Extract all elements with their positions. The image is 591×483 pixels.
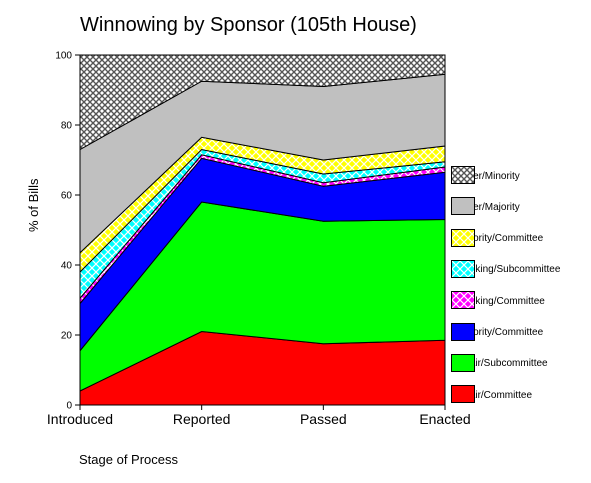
legend-item-ranking-subcommittee: Ranking/Subcommittee <box>451 259 561 280</box>
x-tick-label: Introduced <box>47 411 113 427</box>
legend-label: Majority/Committee <box>457 327 544 338</box>
x-tick-label: Enacted <box>419 411 470 427</box>
legend-label: Chair/Subcommittee <box>457 358 548 370</box>
legend-label: Ranking/Subcommittee <box>457 264 561 276</box>
y-tick-label: 100 <box>55 51 72 62</box>
legend-label: Minority/Committee <box>457 233 544 245</box>
legend-swatch <box>451 259 475 278</box>
x-axis-label: Stage of Process <box>79 452 178 467</box>
legend-swatch <box>451 291 475 310</box>
legend-item-ranking-committee: Ranking/Committee <box>451 291 545 311</box>
legend-item-chair-subcommittee: Chair/Subcommittee <box>451 353 548 374</box>
y-tick-label: 40 <box>61 261 73 272</box>
legend-item-other-majority: Other/Majority <box>451 197 520 217</box>
area-other-minority <box>79 54 446 151</box>
legend-swatch <box>451 197 475 216</box>
y-tick-label: 60 <box>61 191 73 202</box>
legend-label: Other/Majority <box>457 201 520 213</box>
legend-swatch <box>451 385 475 404</box>
legend-swatch <box>451 228 475 247</box>
chart-title: Winnowing by Sponsor (105th House) <box>80 14 417 36</box>
x-tick-label: Reported <box>173 411 231 427</box>
legend-label: Ranking/Committee <box>457 295 545 307</box>
y-tick-label: 0 <box>66 401 72 412</box>
legend-label: Chair/Committee <box>457 389 533 401</box>
legend-item-minority-committee: Minority/Committee <box>451 228 544 249</box>
legend-label: Other/Minority <box>457 170 520 182</box>
y-tick-label: 20 <box>61 331 73 342</box>
legend-item-chair-committee: Chair/Committee <box>451 385 532 405</box>
x-tick-label: Passed <box>300 411 347 427</box>
y-tick-label: 80 <box>61 121 73 132</box>
legend-swatch <box>451 353 475 372</box>
legend-swatch <box>451 322 475 341</box>
legend-item-other-minority: Other/Minority <box>451 166 520 186</box>
legend-swatch <box>451 166 475 184</box>
axes: 0 20 40 60 80 100 Introduced Reported Passed Enac… <box>47 51 471 428</box>
area-layers <box>79 54 446 406</box>
legend-item-majority-committee: Majority/Committee <box>451 322 544 343</box>
